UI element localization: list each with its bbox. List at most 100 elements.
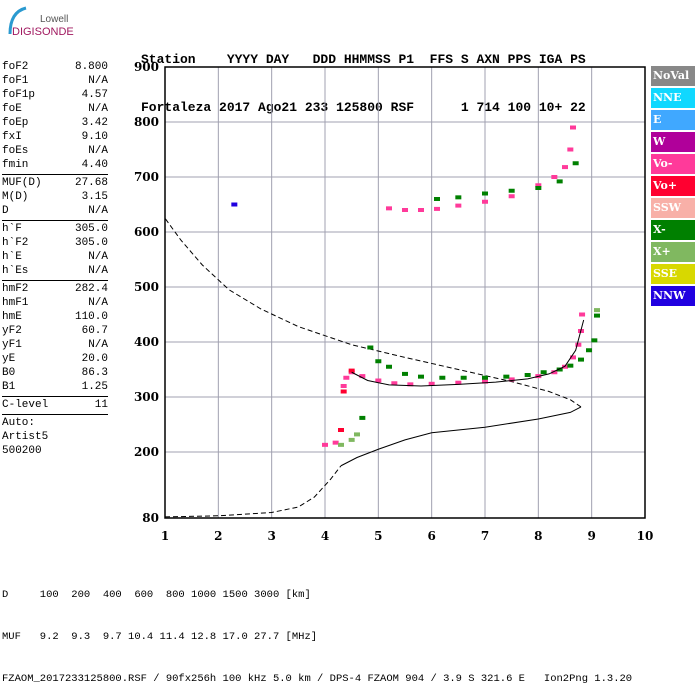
param-name: foEs [2, 145, 29, 157]
param-name: C-level [2, 399, 49, 411]
param-md: M(D) 3.15 [2, 190, 108, 204]
echo-point-vo [402, 208, 408, 212]
echo-point-vo [343, 375, 350, 380]
x-tick-label: 3 [267, 529, 275, 543]
param-value: 305.0 [74, 223, 108, 235]
echo-point-vo [340, 384, 347, 388]
param-fmin: fmin 4.40 [2, 158, 108, 172]
file-info-row: FZAOM_2017233125800.RSF / 90fx256h 100 k… [2, 673, 633, 685]
param-name: foF1p [2, 89, 36, 101]
param-b1: B1 1.25 [2, 380, 108, 394]
echo-point-vo [455, 380, 462, 385]
echo-point-vo [575, 342, 582, 347]
param-name: foF2 [2, 61, 29, 73]
muf-row: MUF 9.2 9.3 9.7 10.4 11.4 12.8 17.0 27.7… [2, 631, 318, 643]
param-name: fxI [2, 131, 22, 143]
param-value: 86.3 [81, 367, 108, 379]
param-value: 11 [94, 399, 108, 411]
param-name: hmF2 [2, 283, 29, 295]
profile-dashed-line [164, 465, 342, 518]
echo-point-x [482, 375, 488, 380]
param-yf1: yF1 N/A [2, 338, 108, 352]
param-foes: foEs N/A [2, 144, 108, 158]
x-tick-label: 10 [637, 529, 654, 543]
param-foe: foE N/A [2, 102, 108, 116]
auto-info: Artist5 [2, 431, 49, 443]
echo-point-x [591, 338, 598, 343]
x-tick-label: 7 [481, 529, 489, 543]
param-value: 9.10 [81, 131, 108, 143]
param-clevel: C-level 11 [2, 398, 108, 412]
echo-point-vo [508, 377, 515, 382]
echo-point-vo [391, 381, 398, 386]
param-value: 4.40 [81, 159, 108, 171]
echo-point-vo [340, 389, 347, 394]
echo-point-x [482, 191, 488, 196]
legend-item-sse: SSE [651, 264, 695, 284]
profile-solid-line [340, 406, 582, 467]
param-name: hmF1 [2, 297, 29, 309]
scaled-trace-line [351, 319, 585, 387]
param-value: 110.0 [74, 311, 108, 323]
param-name: MUF(D) [2, 177, 42, 189]
echo-point-x [418, 374, 424, 379]
param-name: h`F [2, 223, 22, 235]
param-value: N/A [88, 339, 108, 351]
param-name: M(D) [2, 191, 29, 203]
y-tick-label: 600 [134, 225, 159, 239]
echo-point-vo [359, 374, 366, 379]
logo-digisonde: DIGISONDE [12, 26, 74, 38]
echo-point-vo [482, 379, 488, 384]
param-name: fmin [2, 159, 29, 171]
x-tick-label: 2 [214, 529, 222, 543]
legend-item-noval: NoVal [651, 66, 695, 86]
param-mufd: MUF(D) 27.68 [2, 176, 108, 190]
echo-point-x [460, 375, 467, 380]
y-tick-label: 700 [134, 170, 159, 184]
echo-point-vo [455, 203, 462, 208]
echo-point-x [556, 367, 563, 372]
param-hme: hmE 110.0 [2, 310, 108, 324]
y-tick-label: 300 [134, 390, 159, 404]
echo-point-x [503, 374, 510, 379]
echo-point-x [375, 359, 382, 364]
echo-point-x [594, 313, 600, 318]
echo-point-vo [551, 370, 558, 375]
echo-point-x [338, 442, 344, 447]
param-he: h`E N/A [2, 250, 108, 264]
footer: D 100 200 400 600 800 1000 1500 3000 [km… [2, 560, 632, 700]
echo-point-x [535, 186, 542, 190]
distance-row: D 100 200 400 600 800 1000 1500 3000 [km… [2, 589, 311, 601]
legend-item-e: E [651, 110, 695, 130]
echo-point-vo [579, 312, 586, 317]
echo-point-vo [407, 382, 414, 387]
logo-arc [8, 6, 27, 35]
digisonde-logo: Lowell DIGISONDE [4, 4, 74, 40]
param-value: 282.4 [74, 283, 108, 295]
param-ye: yE 20.0 [2, 352, 108, 366]
param-name: foEp [2, 117, 29, 129]
param-hmf2: hmF2 282.4 [2, 282, 108, 296]
param-name: B0 [2, 367, 16, 379]
header-values: Fortaleza 2017 Ago21 233 125800 RSF 1 71… [141, 100, 586, 115]
param-value: 20.0 [81, 353, 108, 365]
echo-point-x [434, 197, 440, 201]
separator [2, 220, 108, 221]
legend-item-ssw: SSW [651, 198, 695, 218]
echo-point-vo [418, 208, 424, 212]
param-value: 27.68 [74, 177, 108, 189]
param-value: N/A [88, 145, 108, 157]
param-name: B1 [2, 381, 16, 393]
param-fof2: foF2 8.800 [2, 60, 108, 74]
echo-point-x [348, 437, 355, 442]
param-value: 4.57 [81, 89, 108, 101]
header-labels: Station YYYY DAY DDD HHMMSS P1 FFS S AXN… [141, 52, 586, 67]
echo-point-x [567, 363, 574, 368]
echo-point-x [359, 415, 366, 420]
x-tick-label: 9 [587, 529, 595, 543]
y-tick-label: 400 [134, 335, 159, 349]
param-foep: foEp 3.42 [2, 116, 108, 130]
param-value: N/A [88, 297, 108, 309]
separator [2, 414, 108, 415]
echo-point-nnw [231, 202, 238, 207]
